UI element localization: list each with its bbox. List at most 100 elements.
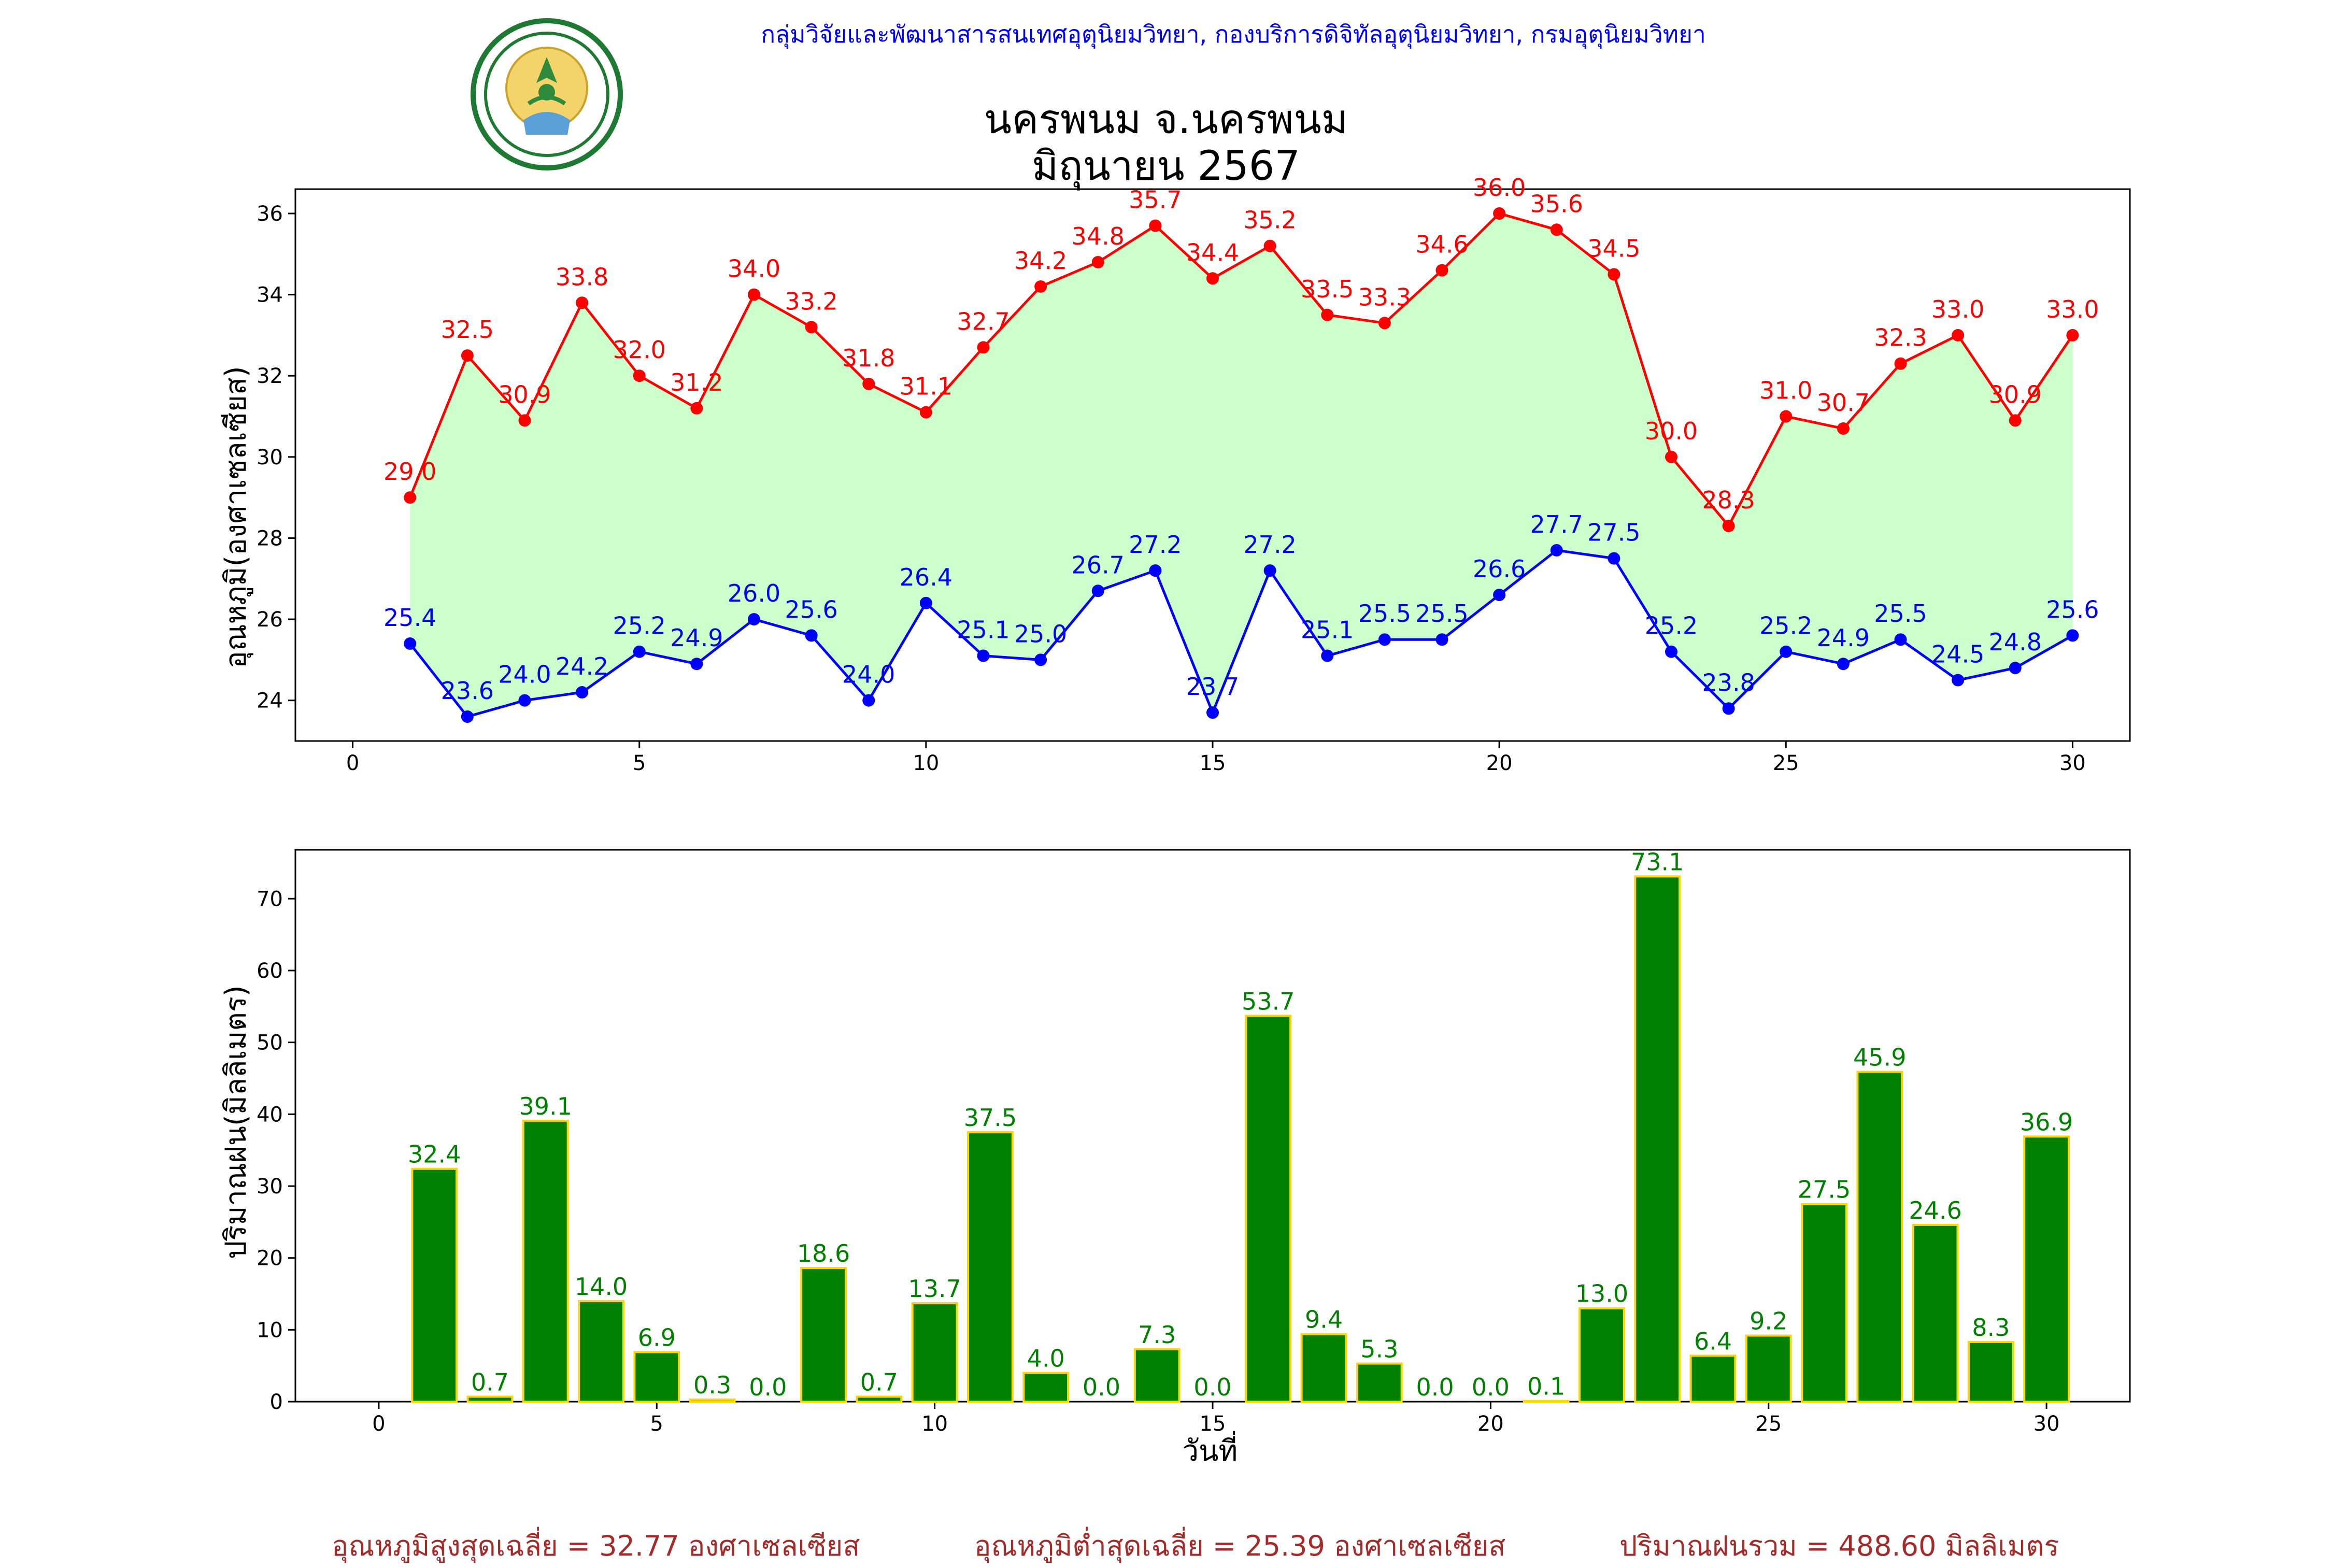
max-temperature-point bbox=[518, 414, 531, 427]
rainfall-y-tick-label: 60 bbox=[257, 959, 283, 983]
rainfall-bar bbox=[578, 1300, 624, 1403]
min-temperature-point bbox=[1837, 658, 1850, 671]
max-temperature-point bbox=[1665, 450, 1677, 463]
max-temperature-label: 34.0 bbox=[728, 255, 780, 283]
min-temperature-label: 24.2 bbox=[556, 652, 608, 680]
max-temperature-label: 29.0 bbox=[383, 458, 436, 486]
rainfall-bar bbox=[911, 1302, 958, 1403]
rainfall-value-label: 6.4 bbox=[1694, 1327, 1732, 1355]
min-temperature-label: 25.2 bbox=[1645, 612, 1698, 640]
rainfall-bar bbox=[1967, 1341, 2014, 1403]
meteorological-department-logo bbox=[471, 18, 623, 170]
max-temperature-point bbox=[919, 406, 932, 419]
min-temperature-point bbox=[977, 649, 990, 662]
rainfall-value-label: 27.5 bbox=[1798, 1176, 1851, 1204]
max-temperature-label: 34.2 bbox=[1014, 247, 1067, 275]
max-temperature-label: 30.9 bbox=[1989, 380, 2042, 408]
rainfall-value-label: 14.0 bbox=[575, 1273, 628, 1301]
temperature-range-fill bbox=[410, 213, 2073, 717]
max-temperature-point bbox=[1321, 308, 1334, 321]
max-temperature-point bbox=[1608, 268, 1620, 281]
min-temperature-label: 25.2 bbox=[1759, 612, 1812, 640]
temperature-y-tick-label: 26 bbox=[257, 608, 283, 632]
max-temperature-label: 28.3 bbox=[1702, 486, 1755, 514]
min-temperature-point bbox=[1034, 653, 1047, 666]
min-temperature-point bbox=[1263, 564, 1276, 577]
rainfall-value-label: 32.4 bbox=[408, 1141, 461, 1168]
min-temperature-label: 25.2 bbox=[613, 612, 666, 640]
min-temperature-point bbox=[1894, 633, 1907, 646]
rainfall-value-label: 24.6 bbox=[1909, 1196, 1961, 1224]
rainfall-value-label: 0.7 bbox=[860, 1368, 898, 1396]
min-temperature-line bbox=[409, 549, 2073, 718]
max-temperature-label: 35.7 bbox=[1129, 186, 1182, 213]
min-temperature-label: 25.6 bbox=[785, 595, 837, 623]
min-temperature-point bbox=[633, 645, 646, 658]
rainfall-value-label: 6.9 bbox=[638, 1323, 676, 1351]
chart-title-period: มิถุนายน 2567 bbox=[1031, 143, 1301, 190]
min-temperature-point bbox=[1493, 589, 1506, 602]
min-temperature-label: 23.8 bbox=[1702, 668, 1755, 696]
rainfall-value-label: 53.7 bbox=[1242, 987, 1295, 1015]
rainfall-value-label: 0.0 bbox=[1472, 1373, 1510, 1401]
rainfall-x-axis-label: วันที่ bbox=[1182, 1434, 1238, 1468]
rainfall-bar bbox=[2023, 1135, 2070, 1403]
max-temperature-point bbox=[1435, 264, 1448, 277]
min-temperature-label: 25.5 bbox=[1415, 600, 1468, 628]
rainfall-value-label: 0.7 bbox=[471, 1368, 509, 1396]
min-temperature-label: 27.2 bbox=[1243, 531, 1296, 559]
rainfall-value-label: 36.9 bbox=[2020, 1108, 2073, 1136]
min-temperature-point bbox=[1378, 633, 1391, 646]
min-temperature-point bbox=[1608, 552, 1620, 565]
max-temperature-label: 33.8 bbox=[556, 263, 608, 291]
min-temperature-point bbox=[862, 694, 875, 707]
max-temperature-point bbox=[1149, 219, 1162, 232]
rainfall-x-tick-label: 0 bbox=[372, 1412, 385, 1436]
rainfall-bar bbox=[1801, 1203, 1847, 1403]
rainfall-x-tick-label: 5 bbox=[650, 1412, 663, 1436]
rainfall-y-tick-label: 50 bbox=[257, 1031, 283, 1055]
rainfall-x-tick-label: 25 bbox=[1755, 1412, 1782, 1436]
rainfall-value-label: 9.2 bbox=[1750, 1307, 1787, 1335]
min-temperature-label: 26.6 bbox=[1473, 555, 1526, 583]
rainfall-bar bbox=[633, 1351, 680, 1403]
rainfall-bar bbox=[689, 1398, 736, 1403]
min-temperature-label: 24.5 bbox=[1931, 640, 1984, 668]
max-temperature-label: 31.2 bbox=[670, 368, 723, 396]
max-temperature-point bbox=[1493, 207, 1506, 220]
max-temperature-point bbox=[1091, 255, 1104, 268]
rainfall-x-tick-label: 30 bbox=[2034, 1412, 2060, 1436]
temperature-y-tick-label: 32 bbox=[257, 364, 283, 388]
min-temperature-label: 25.5 bbox=[1358, 600, 1411, 628]
agency-header: กลุ่มวิจัยและพัฒนาสารสนเทศอุตุนิยมวิทยา,… bbox=[761, 20, 1706, 48]
min-temperature-point bbox=[690, 658, 703, 671]
max-temperature-label: 31.8 bbox=[842, 344, 895, 372]
min-temperature-label: 24.9 bbox=[670, 624, 723, 652]
min-temperature-label: 26.4 bbox=[900, 563, 952, 591]
rainfall-value-label: 7.3 bbox=[1138, 1321, 1176, 1349]
rainfall-bar bbox=[1133, 1348, 1181, 1403]
min-temperature-label: 25.1 bbox=[957, 616, 1009, 644]
max-temperature-point bbox=[1780, 410, 1793, 423]
min-temperature-point bbox=[1722, 702, 1735, 715]
min-temperature-point bbox=[1952, 674, 1965, 687]
rainfall-value-label: 13.0 bbox=[1575, 1280, 1628, 1308]
max-temperature-point bbox=[748, 288, 760, 301]
min-temperature-point bbox=[1550, 544, 1563, 557]
max-temperature-label: 31.1 bbox=[900, 373, 952, 401]
max-temperature-label: 34.8 bbox=[1072, 222, 1125, 250]
max-temperature-label: 33.2 bbox=[785, 287, 837, 315]
min-temperature-point bbox=[1091, 585, 1104, 597]
rainfall-y-tick-label: 0 bbox=[270, 1390, 283, 1414]
rainfall-value-label: 45.9 bbox=[1853, 1043, 1906, 1071]
max-temperature-point bbox=[461, 349, 474, 362]
min-temperature-label: 25.4 bbox=[383, 604, 436, 632]
min-temperature-point bbox=[576, 686, 589, 699]
rainfall-bar bbox=[1523, 1400, 1570, 1403]
rainfall-bar bbox=[1745, 1334, 1792, 1403]
min-temperature-point bbox=[1435, 633, 1448, 646]
max-temperature-point bbox=[1837, 422, 1850, 435]
temperature-y-tick-label: 28 bbox=[257, 526, 283, 550]
rainfall-value-label: 0.0 bbox=[1083, 1373, 1120, 1401]
